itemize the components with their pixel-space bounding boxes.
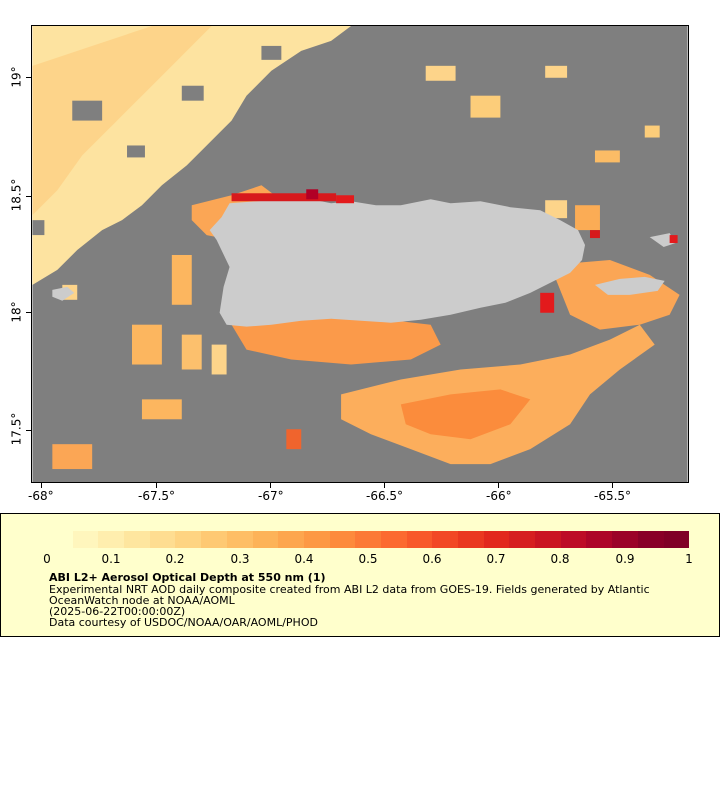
- aod-patch: [644, 125, 660, 138]
- x-tick-label: -65.5°: [594, 489, 632, 503]
- colorbar-step: [483, 531, 510, 548]
- plume-gap: [261, 45, 282, 60]
- colorbar-step: [175, 531, 202, 548]
- high-aod-spot: [589, 230, 600, 239]
- x-tick-mark: [612, 483, 613, 488]
- y-tick-mark: [26, 77, 31, 78]
- colorbar-label: 0.6: [422, 552, 442, 566]
- aod-patch: [181, 334, 202, 370]
- colorbar-step: [612, 531, 638, 548]
- colorbar-step: [509, 531, 536, 548]
- y-tick-mark: [26, 312, 31, 313]
- colorbar-step: [72, 531, 99, 548]
- x-tick-label: -68°: [28, 489, 54, 503]
- colorbar-step: [637, 531, 664, 548]
- mona-island-land: [52, 286, 75, 301]
- colorbar-step: [149, 531, 176, 548]
- colorbar-label: 0: [43, 552, 51, 566]
- plume-gap: [72, 100, 103, 121]
- colorbar-label: 0.1: [101, 552, 121, 566]
- aod-patch: [211, 344, 227, 375]
- colorbar: [47, 531, 690, 548]
- x-tick-mark: [384, 483, 385, 488]
- map-canvas: [32, 26, 688, 482]
- colorbar-label: 1: [685, 552, 693, 566]
- northwest-aerosol-plume-inner: [32, 26, 212, 216]
- aod-patch: [470, 95, 501, 118]
- x-tick-label: -66.5°: [366, 489, 404, 503]
- culebra-land: [649, 233, 676, 248]
- colorbar-step: [226, 531, 253, 548]
- y-tick-mark: [26, 196, 31, 197]
- aod-patch: [132, 324, 162, 365]
- y-tick-label: 18.5°: [9, 178, 24, 212]
- colorbar-step: [458, 531, 484, 548]
- south-coast-aerosol: [231, 314, 441, 365]
- colorbar-step: [98, 531, 125, 548]
- y-tick-label: 18°: [9, 301, 24, 323]
- colorbar-step: [406, 531, 433, 548]
- x-tick-mark: [156, 483, 157, 488]
- vieques-land: [594, 276, 665, 295]
- colorbar-step: [329, 531, 356, 548]
- x-tick-mark: [270, 483, 271, 488]
- x-tick-label: -67.5°: [138, 489, 176, 503]
- high-aod-spot: [306, 189, 319, 200]
- aod-patch: [171, 254, 192, 305]
- colorbar-step: [355, 531, 381, 548]
- aod-patch: [286, 429, 302, 450]
- legend-panel: 0 0.1 0.2 0.3 0.4 0.5 0.6 0.7 0.8 0.9 1 …: [0, 513, 720, 637]
- colorbar-label: 0.7: [486, 552, 506, 566]
- colorbar-step: [663, 531, 690, 548]
- high-aod-spot: [540, 292, 555, 313]
- aod-patch: [141, 399, 182, 420]
- puerto-rico-land: [209, 199, 586, 327]
- colorbar-step: [535, 531, 561, 548]
- aod-patch: [425, 65, 456, 81]
- colorbar-step: [201, 531, 227, 548]
- colorbar-label: 0.3: [230, 552, 250, 566]
- legend-description: Experimental NRT AOD daily composite cre…: [49, 583, 650, 596]
- y-tick-label: 19°: [9, 66, 24, 88]
- colorbar-step: [380, 531, 407, 548]
- aod-patch: [545, 65, 568, 78]
- legend-description: OceanWatch node at NOAA/AOML: [49, 594, 235, 607]
- x-tick-label: -67°: [258, 489, 284, 503]
- aod-patch: [545, 200, 568, 219]
- aod-map: [31, 25, 689, 483]
- colorbar-step: [560, 531, 587, 548]
- legend-credit: Data courtesy of USDOC/NOAA/OAR/AOML/PHO…: [49, 616, 318, 629]
- colorbar-label: 0.5: [358, 552, 378, 566]
- colorbar-label: 0.4: [294, 552, 314, 566]
- high-aod-spot: [231, 193, 337, 202]
- colorbar-step: [586, 531, 613, 548]
- colorbar-step: [303, 531, 330, 548]
- aod-patch: [575, 205, 600, 231]
- colorbar-label: 0.9: [615, 552, 635, 566]
- x-tick-mark: [41, 483, 42, 488]
- y-tick-label: 17.5°: [9, 412, 24, 446]
- colorbar-step: [252, 531, 279, 548]
- high-aod-spot: [669, 235, 678, 244]
- colorbar-step: [432, 531, 458, 548]
- high-aod-spot: [336, 195, 355, 204]
- south-offshore-aerosol-core: [400, 389, 531, 440]
- colorbar-step: [124, 531, 150, 548]
- plume-gap: [181, 85, 204, 101]
- legend-title: ABI L2+ Aerosol Optical Depth at 550 nm …: [49, 571, 326, 584]
- plume-gap: [127, 145, 145, 158]
- colorbar-step: [47, 531, 73, 548]
- x-tick-mark: [498, 483, 499, 488]
- colorbar-label: 0.2: [165, 552, 185, 566]
- aod-patch: [594, 150, 620, 163]
- aod-patch: [52, 444, 93, 470]
- x-tick-label: -66°: [486, 489, 512, 503]
- y-tick-mark: [26, 430, 31, 431]
- legend-date: (2025-06-22T00:00:00Z): [49, 605, 186, 618]
- colorbar-step: [278, 531, 304, 548]
- plume-gap: [32, 220, 45, 236]
- colorbar-label: 0.8: [550, 552, 570, 566]
